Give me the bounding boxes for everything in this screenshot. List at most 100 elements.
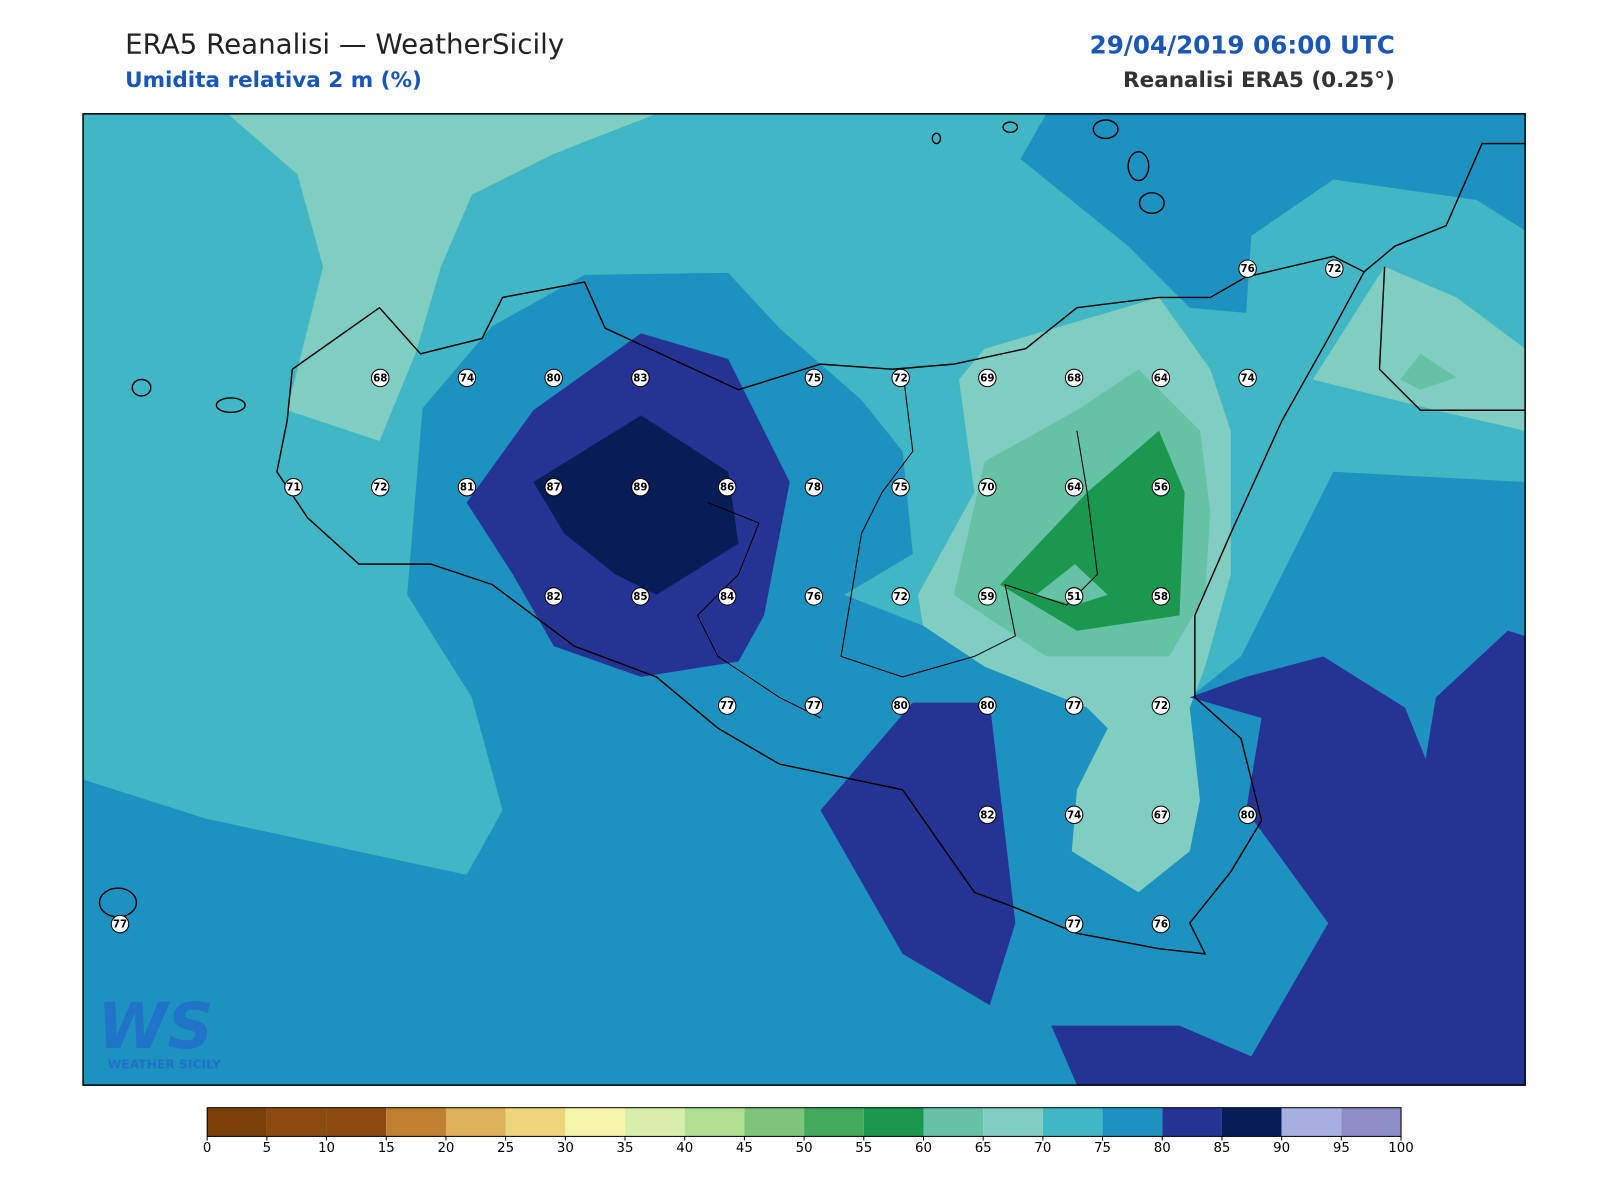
colorbar-swatch — [983, 1107, 1043, 1137]
station-value: 72 — [894, 372, 908, 384]
station-marker — [110, 914, 130, 934]
colorbar-swatch — [1162, 1107, 1222, 1137]
colorbar-swatch — [1281, 1107, 1342, 1137]
station-value: 87 — [547, 482, 561, 494]
colorbar-tick-label: 85 — [1213, 1141, 1230, 1156]
station-value: 83 — [633, 372, 647, 384]
station-value: 75 — [807, 372, 821, 384]
title: ERA5 Reanalisi — WeatherSicily — [125, 27, 564, 60]
colorbar-swatch — [1221, 1107, 1282, 1137]
station-value: 58 — [1154, 591, 1168, 603]
logo-mark: WS — [97, 989, 213, 1063]
contours — [83, 113, 1526, 1086]
station-marker — [804, 696, 824, 715]
logo-text: WEATHER SICILY — [108, 1058, 222, 1072]
colorbar-swatch — [565, 1107, 626, 1137]
station-value: 51 — [1067, 591, 1081, 603]
source: Reanalisi ERA5 (0.25°) — [1123, 68, 1395, 93]
station-marker — [1064, 914, 1084, 934]
station-marker — [631, 368, 650, 388]
colorbar-swatch — [744, 1107, 805, 1137]
colorbar-tick-label: 25 — [497, 1141, 514, 1156]
station-marker — [1151, 696, 1171, 715]
station-value: 86 — [720, 482, 734, 494]
colorbar-tick-label: 5 — [263, 1141, 271, 1156]
station-marker — [544, 587, 563, 606]
station-marker — [1151, 805, 1171, 825]
colorbar-swatch — [1341, 1107, 1402, 1137]
colorbar-tick-label: 65 — [975, 1141, 992, 1156]
logo: WS WEATHER SICILY — [97, 989, 222, 1072]
station-value: 69 — [980, 372, 994, 384]
station-marker — [1151, 587, 1171, 606]
colorbar-swatch — [445, 1107, 506, 1137]
station-value: 82 — [980, 809, 994, 821]
station-marker — [804, 477, 824, 497]
station-marker — [1064, 696, 1084, 715]
station-marker — [1238, 805, 1257, 825]
colorbar-tick-label: 45 — [736, 1141, 753, 1156]
station-marker — [891, 587, 910, 606]
station-value: 77 — [720, 700, 734, 712]
stations: 76 72 68 74 80 83 75 72 69 68 64 74 71 72 81 87 89 86 78 75… — [110, 259, 1344, 934]
station-value: 74 — [1067, 809, 1081, 821]
colorbar-swatch — [625, 1107, 685, 1137]
station-value: 72 — [1327, 263, 1341, 275]
station-value: 68 — [1067, 372, 1081, 384]
colorbar-tick-label: 70 — [1034, 1141, 1051, 1156]
station-value: 77 — [807, 700, 821, 712]
station-marker — [978, 805, 997, 825]
colorbar-tick-label: 60 — [915, 1141, 932, 1156]
station-marker — [978, 696, 997, 715]
station-value: 59 — [980, 591, 994, 603]
station-marker — [891, 368, 910, 388]
colorbar-swatch — [326, 1107, 387, 1137]
station-marker — [1238, 368, 1257, 388]
colorbar-tick-label: 0 — [203, 1141, 211, 1156]
colorbar-swatch — [1102, 1107, 1163, 1137]
station-marker — [804, 587, 824, 606]
colorbar-swatch — [1042, 1107, 1103, 1137]
station-value: 77 — [113, 919, 127, 931]
station-value: 72 — [1154, 700, 1168, 712]
station-value: 76 — [1154, 919, 1168, 931]
station-value: 76 — [1240, 263, 1254, 275]
station-marker — [1151, 477, 1171, 497]
colorbar-tick-label: 15 — [378, 1141, 395, 1156]
station-marker — [717, 477, 737, 497]
station-marker — [978, 587, 997, 606]
station-marker — [978, 368, 997, 388]
station-marker — [370, 477, 390, 497]
colorbar-tick-label: 100 — [1388, 1141, 1413, 1156]
station-value: 64 — [1067, 482, 1081, 494]
station-value: 70 — [980, 482, 994, 494]
colorbar-tick-label: 90 — [1273, 1141, 1290, 1156]
station-marker — [891, 477, 910, 497]
station-value: 75 — [894, 482, 908, 494]
station-value: 72 — [373, 482, 387, 494]
station-marker — [457, 477, 477, 497]
colorbar-tick-label: 55 — [855, 1141, 872, 1156]
datetime: 29/04/2019 06:00 UTC — [1090, 30, 1395, 59]
station-marker — [804, 368, 824, 388]
station-marker — [284, 477, 303, 497]
colorbar-swatch — [923, 1107, 984, 1137]
station-value: 68 — [373, 372, 387, 384]
station-marker — [1064, 587, 1084, 606]
station-value: 76 — [807, 591, 821, 603]
station-marker — [544, 477, 563, 497]
map-frame — [82, 113, 1526, 1086]
colorbar-tick-label: 20 — [437, 1141, 454, 1156]
station-marker — [631, 587, 650, 606]
colorbar-swatch — [386, 1107, 446, 1137]
colorbar: 0 5 10 15 20 25 30 35 40 45 50 55 60 65 70 75 80 85 90 95 10… — [203, 1107, 1414, 1156]
colorbar-swatch — [863, 1107, 924, 1137]
station-value: 81 — [460, 482, 474, 494]
station-marker — [717, 587, 737, 606]
colorbar-tick-label: 40 — [676, 1141, 693, 1156]
station-value: 74 — [1240, 372, 1254, 384]
colorbar-tick-label: 10 — [318, 1141, 335, 1156]
station-marker — [631, 477, 650, 497]
colorbar-swatch — [505, 1107, 566, 1137]
